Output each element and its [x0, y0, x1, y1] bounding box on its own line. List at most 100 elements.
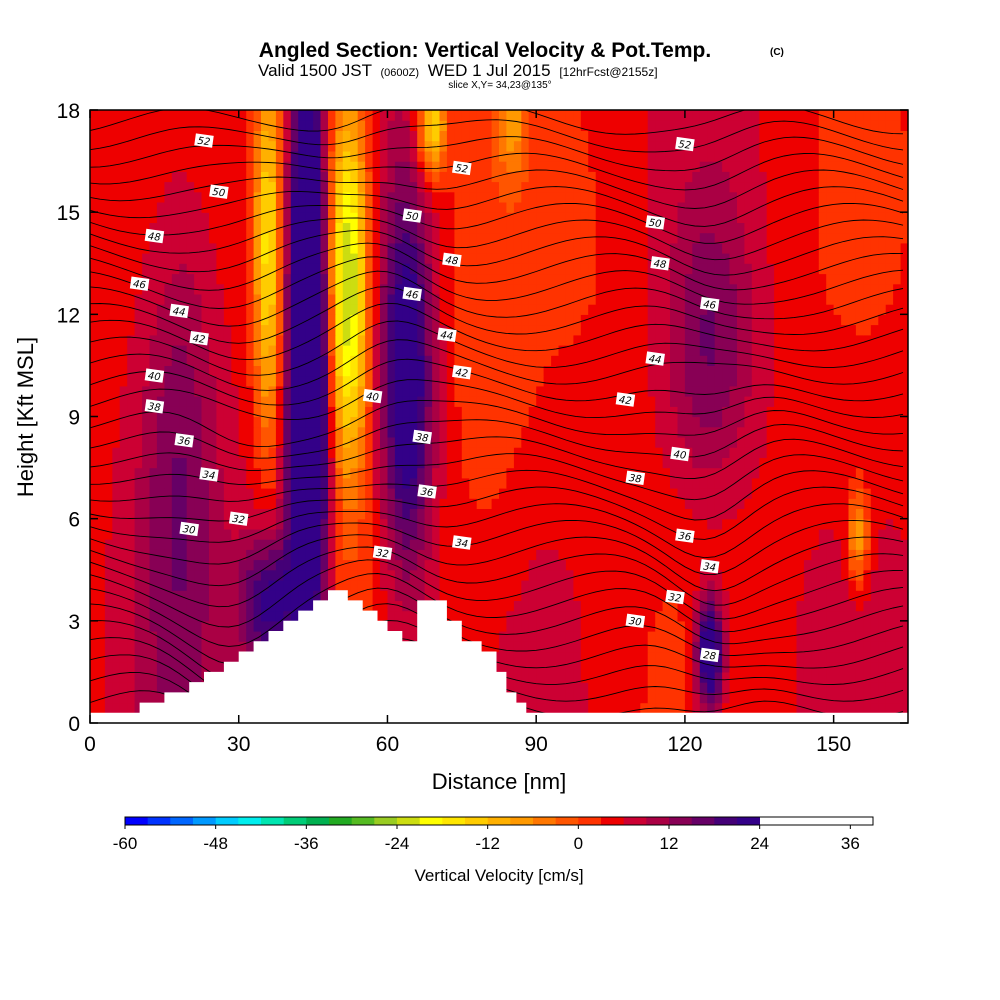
velocity-cell — [692, 508, 701, 520]
velocity-cell — [90, 365, 98, 377]
velocity-cell — [342, 539, 351, 550]
velocity-cell — [855, 375, 864, 387]
velocity-cell — [313, 385, 322, 397]
velocity-cell — [647, 416, 656, 428]
velocity-cell — [603, 365, 612, 377]
velocity-cell — [885, 304, 894, 315]
velocity-cell — [870, 590, 879, 601]
velocity-cell — [380, 580, 388, 591]
velocity-cell — [409, 375, 418, 387]
velocity-cell — [216, 600, 225, 612]
velocity-cell — [751, 488, 760, 499]
velocity-cell — [156, 355, 165, 366]
velocity-cell — [714, 416, 723, 428]
velocity-cell — [380, 569, 388, 581]
velocity-cell — [506, 304, 515, 315]
velocity-cell — [491, 549, 500, 561]
velocity-cell — [342, 416, 351, 428]
velocity-cell — [313, 518, 322, 530]
velocity-cell — [246, 436, 255, 448]
velocity-cell — [751, 345, 760, 356]
velocity-cell — [194, 345, 203, 356]
velocity-cell — [446, 314, 455, 326]
velocity-cell — [179, 273, 188, 285]
velocity-cell — [142, 610, 151, 622]
velocity-cell — [216, 569, 225, 581]
velocity-cell — [357, 385, 366, 397]
velocity-cell — [164, 324, 173, 336]
velocity-cell — [684, 467, 693, 479]
velocity-cell — [692, 304, 701, 315]
velocity-cell — [789, 477, 797, 489]
velocity-cell — [357, 498, 366, 509]
velocity-cell — [580, 273, 589, 285]
velocity-cell — [528, 651, 537, 663]
velocity-cell — [677, 416, 686, 428]
velocity-cell — [774, 375, 783, 387]
velocity-cell — [142, 641, 151, 653]
velocity-cell — [848, 620, 857, 632]
velocity-cell — [803, 651, 812, 663]
velocity-cell — [826, 518, 835, 530]
velocity-cell — [751, 508, 760, 520]
velocity-cell — [454, 488, 463, 499]
velocity-cell — [335, 283, 344, 295]
velocity-cell — [811, 702, 820, 714]
velocity-cell — [625, 651, 634, 663]
velocity-cell — [112, 682, 121, 693]
velocity-cell — [684, 365, 693, 377]
velocity-cell — [335, 416, 344, 428]
velocity-cell — [246, 385, 255, 397]
velocity-cell — [580, 620, 589, 632]
velocity-cell — [610, 580, 619, 591]
velocity-cell — [469, 345, 478, 356]
velocity-cell — [238, 283, 247, 295]
velocity-cell — [841, 539, 850, 550]
velocity-cell — [818, 324, 827, 336]
velocity-cell — [298, 539, 307, 550]
velocity-cell — [246, 416, 255, 428]
velocity-cell — [528, 488, 537, 499]
velocity-cell — [216, 273, 225, 285]
velocity-cell — [677, 488, 686, 499]
velocity-cell — [156, 263, 165, 275]
velocity-cell — [112, 641, 121, 653]
velocity-cell — [543, 293, 552, 305]
velocity-cell — [238, 477, 247, 489]
velocity-cell — [119, 355, 128, 366]
velocity-cell — [216, 447, 225, 458]
velocity-cell — [551, 631, 560, 642]
velocity-cell — [900, 641, 908, 653]
velocity-cell — [670, 600, 678, 612]
velocity-cell — [655, 569, 664, 581]
velocity-cell — [766, 610, 775, 622]
velocity-cell — [863, 416, 872, 428]
velocity-cell — [893, 426, 902, 438]
velocity-cell — [677, 355, 686, 366]
velocity-cell — [759, 385, 768, 397]
velocity-cell — [803, 488, 812, 499]
velocity-cell — [484, 477, 493, 489]
velocity-cell — [290, 334, 299, 346]
velocity-cell — [134, 467, 143, 479]
velocity-cell — [134, 447, 143, 458]
velocity-cell — [335, 559, 344, 571]
velocity-cell — [179, 253, 188, 264]
velocity-cell — [855, 477, 864, 489]
velocity-cell — [461, 406, 470, 418]
velocity-cell — [513, 273, 522, 285]
velocity-cell — [707, 355, 716, 366]
velocity-cell — [209, 314, 217, 326]
velocity-cell — [580, 406, 589, 418]
velocity-cell — [811, 631, 820, 642]
velocity-cell — [893, 273, 902, 285]
velocity-cell — [655, 457, 664, 469]
velocity-cell — [744, 477, 753, 489]
velocity-cell — [870, 477, 879, 489]
velocity-cell — [692, 477, 701, 489]
velocity-cell — [97, 355, 106, 366]
velocity-cell — [751, 375, 760, 387]
velocity-cell — [893, 447, 902, 458]
velocity-cell — [454, 416, 463, 428]
velocity-cell — [863, 396, 872, 407]
